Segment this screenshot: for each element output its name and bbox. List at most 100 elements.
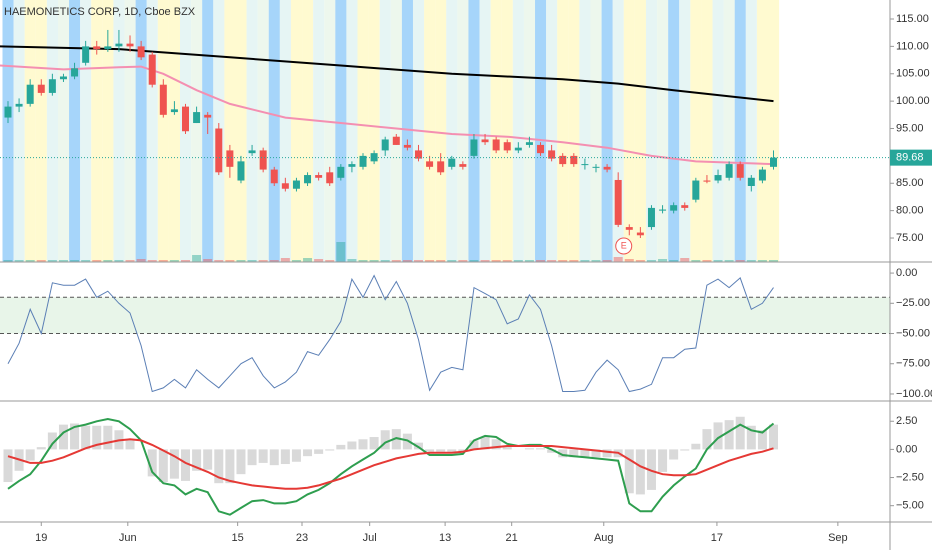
- stripe: [679, 0, 691, 262]
- volume-bar: [624, 259, 634, 262]
- candle-body: [770, 157, 778, 167]
- stripe: [157, 0, 169, 262]
- candle-body: [725, 164, 733, 178]
- volume-bar: [192, 255, 202, 262]
- x-tick-label: 15: [232, 532, 244, 544]
- candle-body: [603, 166, 611, 170]
- stripe: [246, 0, 258, 262]
- candle-body: [625, 227, 633, 230]
- histogram-bar: [269, 449, 279, 466]
- stripe: [446, 0, 458, 262]
- candle-body: [747, 177, 755, 187]
- candle-body: [570, 155, 578, 165]
- histogram-bar: [203, 449, 213, 470]
- candle-body: [492, 139, 500, 151]
- level-band: [0, 297, 890, 334]
- candle-body: [226, 150, 234, 167]
- candle-body: [304, 175, 312, 184]
- histogram-bar: [280, 449, 290, 465]
- histogram-bar: [436, 449, 446, 452]
- candle-body: [337, 166, 345, 178]
- candle-body: [559, 155, 567, 165]
- volume-bar: [436, 260, 446, 262]
- stripe: [379, 0, 391, 262]
- histogram-bar: [158, 449, 168, 483]
- y-tick-label: −25.00: [896, 297, 930, 309]
- stripe: [734, 0, 746, 262]
- stripe: [712, 0, 724, 262]
- y-tick-label: 80.00: [896, 205, 924, 217]
- candle-body: [381, 139, 389, 151]
- stripe: [357, 0, 369, 262]
- histogram-bar: [3, 449, 13, 483]
- volume-bar: [658, 259, 668, 262]
- candle-body: [115, 43, 123, 47]
- volume-bar: [81, 260, 91, 262]
- histogram-bar: [602, 449, 612, 458]
- candle-body: [181, 106, 189, 132]
- y-tick-label: 115.00: [896, 13, 929, 25]
- candle-body: [104, 46, 112, 50]
- stripe: [657, 0, 669, 262]
- stripe: [313, 0, 325, 262]
- volume-bar: [103, 260, 113, 262]
- candle-body: [470, 139, 478, 156]
- y-tick-label: −75.00: [896, 358, 930, 370]
- candle-body: [392, 136, 400, 145]
- x-tick-label: 21: [506, 532, 518, 544]
- histogram-bar: [691, 443, 701, 450]
- candle-body: [581, 164, 589, 166]
- volume-bar: [735, 260, 745, 262]
- candle-body: [204, 114, 212, 118]
- candle-body: [237, 161, 245, 181]
- volume-bar: [36, 260, 46, 262]
- candle-body: [292, 180, 300, 189]
- volume-bar: [225, 260, 235, 262]
- candle-body: [758, 169, 766, 181]
- candle-body: [370, 153, 378, 162]
- stripe: [113, 0, 125, 262]
- stripe: [435, 0, 447, 262]
- y-tick-label: 75.00: [896, 232, 924, 244]
- volume-bar: [258, 260, 268, 262]
- stripe: [645, 0, 658, 262]
- volume-bar: [713, 260, 723, 262]
- histogram-bar: [469, 440, 479, 450]
- candle-body: [437, 161, 445, 173]
- candle-body: [15, 103, 23, 107]
- histogram-bar: [25, 449, 35, 461]
- histogram-bar: [558, 449, 568, 458]
- volume-bar: [303, 258, 313, 262]
- stripe: [290, 0, 303, 262]
- stripe: [235, 0, 247, 262]
- stripe: [546, 0, 558, 262]
- x-tick-label: 17: [711, 532, 723, 544]
- volume-bar: [247, 260, 257, 262]
- candle-body: [459, 164, 467, 167]
- histogram-bar: [735, 416, 745, 450]
- y-tick-label: 0.00: [896, 443, 917, 455]
- last-price-label: 89.68: [896, 152, 924, 164]
- stripe: [146, 0, 158, 262]
- series-line: [0, 45, 774, 103]
- candle-body: [503, 142, 511, 151]
- histogram-bar: [81, 425, 91, 450]
- stripe: [24, 0, 36, 262]
- candle-body: [248, 150, 256, 154]
- histogram-bar: [669, 449, 679, 460]
- volume-bar: [524, 260, 534, 262]
- stripe: [324, 0, 336, 262]
- candle-body: [714, 175, 722, 181]
- candle-body: [93, 46, 101, 50]
- stripe: [690, 0, 702, 262]
- stripe: [80, 0, 92, 262]
- x-tick-label: 19: [35, 532, 47, 544]
- volume-bar: [447, 260, 457, 262]
- histogram-bar: [458, 449, 468, 452]
- volume-bar: [569, 260, 579, 262]
- candle-body: [326, 172, 334, 184]
- y-tick-label: −2.50: [896, 471, 924, 483]
- stripe: [35, 0, 47, 262]
- volume-bar: [413, 260, 423, 262]
